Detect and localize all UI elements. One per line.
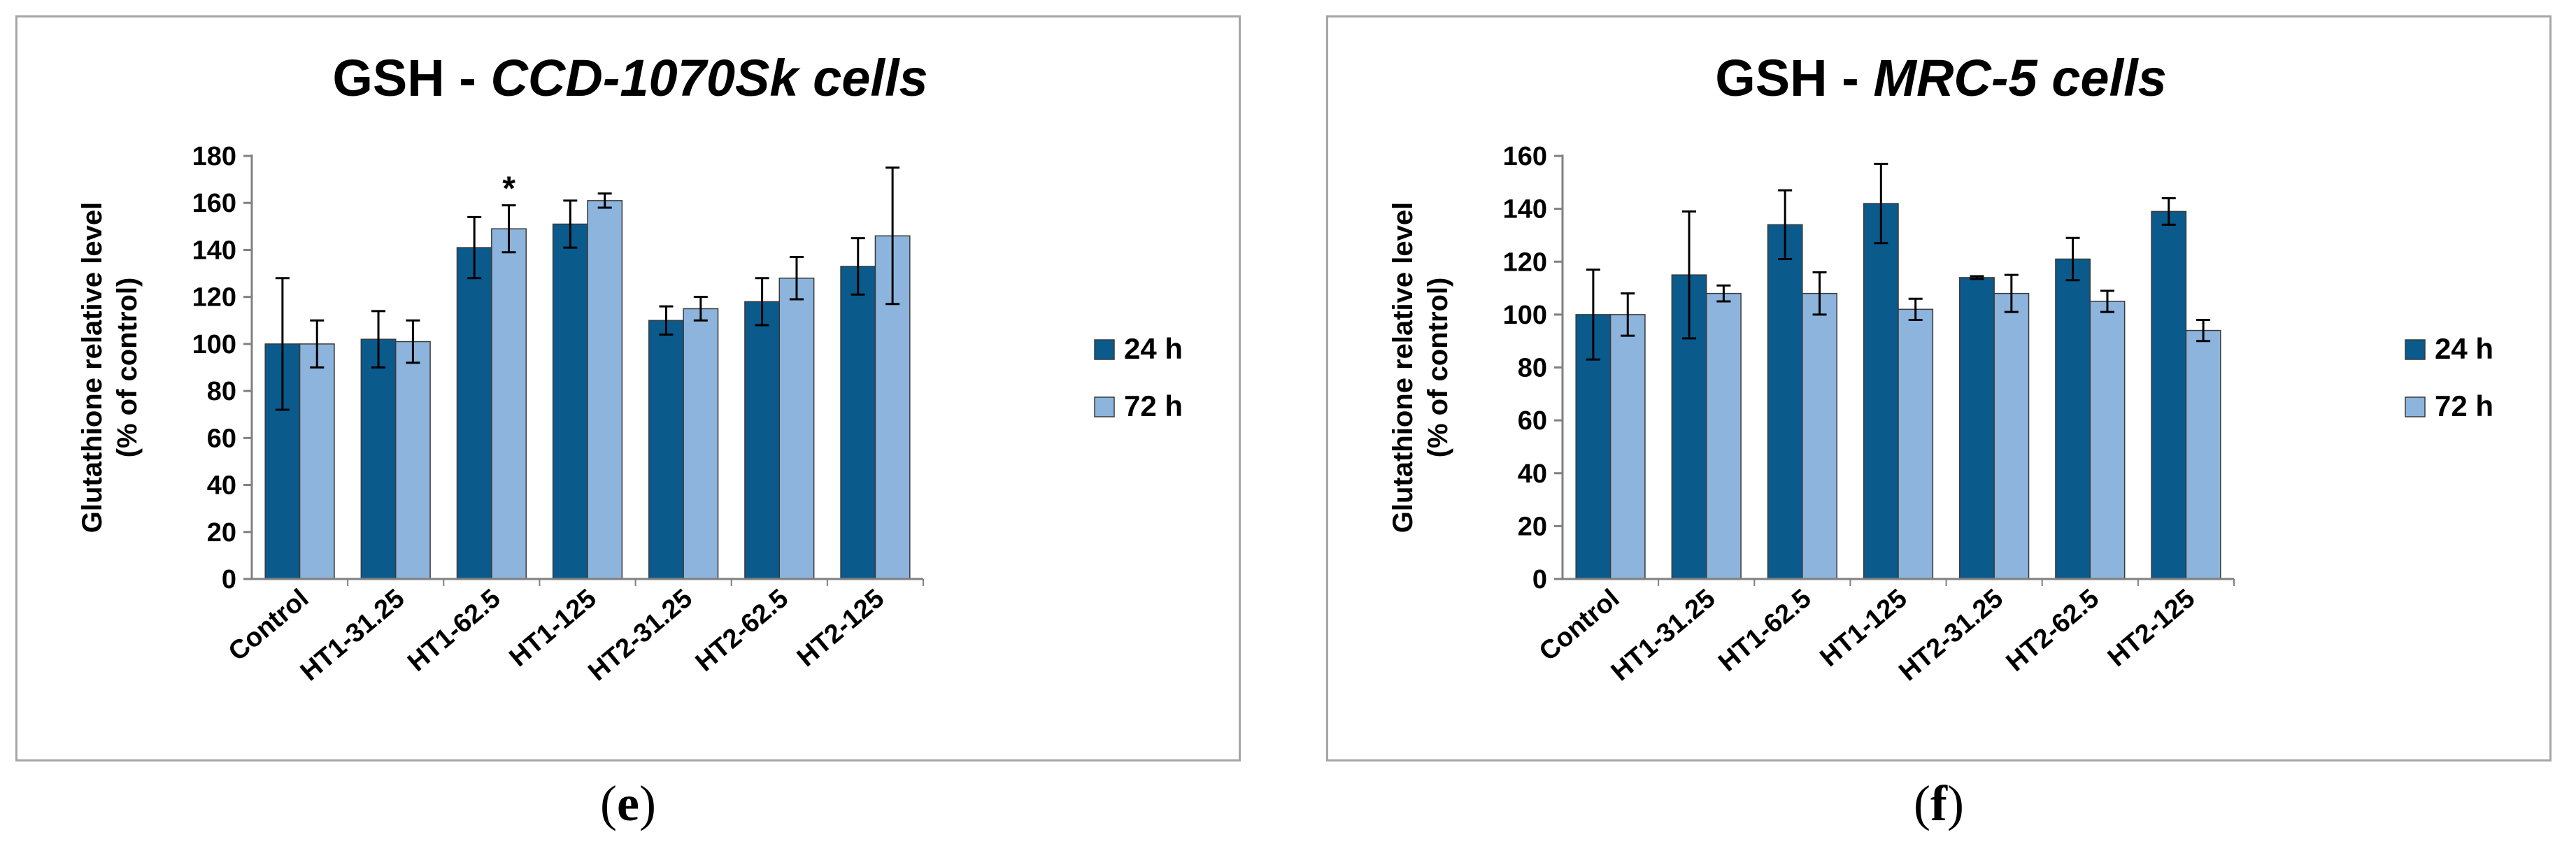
y-axis-title-line2: (% of control)	[112, 278, 143, 458]
y-tick-label: 120	[192, 283, 236, 313]
chart-title-italic: CCD-1070Sk cells	[490, 49, 927, 107]
chart-title-prefix: GSH -	[332, 49, 490, 107]
chart-e-svg: GSH - CCD-1070Sk cells Glutathione relati…	[77, 49, 1183, 687]
x-tick-label: HT2-62.5	[690, 584, 794, 678]
bar-24h-HT2-125	[2151, 210, 2187, 580]
y-tick-label: 0	[222, 565, 236, 594]
y-axis-title-line1: Glutathione relative level	[77, 202, 108, 534]
chart-title-italic: MRC-5 cells	[1873, 49, 2166, 107]
y-tick-label: 80	[1518, 354, 1547, 383]
y-tick-label: 40	[207, 471, 236, 501]
legend-label-24h: 24 h	[1124, 332, 1183, 365]
x-tick-label: Control	[1534, 584, 1625, 667]
legend-swatch-72h	[2405, 396, 2426, 417]
bar-24h-HT1-125	[552, 223, 588, 580]
y-tick-label: 120	[1503, 248, 1547, 277]
y-tick-label: 0	[1532, 565, 1547, 594]
bar-72h-HT1-125	[1898, 308, 1934, 580]
x-tick-label: HT1-125	[504, 584, 602, 673]
x-tick-label: HT2-31.25	[1893, 584, 2009, 687]
x-tick-label: HT2-125	[792, 584, 890, 673]
legend-swatch-24h	[2405, 339, 2426, 360]
bar-72h-HT2-125	[2185, 329, 2221, 580]
chart-panel-e: GSH - CCD-1070Sk cells Glutathione relati…	[15, 15, 1241, 761]
y-tick-label: 160	[192, 189, 236, 218]
y-tick-label: 40	[1518, 459, 1547, 489]
bar-72h-HT2-31.25	[683, 308, 719, 580]
y-tick-label: 20	[207, 518, 236, 548]
y-tick-label: 60	[207, 424, 236, 453]
y-tick-label: 80	[207, 377, 236, 406]
chart-title: GSH - MRC-5 cells	[1715, 49, 2167, 107]
x-tick-label: HT2-125	[2102, 584, 2200, 673]
bar-72h-Control	[1609, 314, 1646, 580]
y-tick-label: 20	[1518, 512, 1547, 541]
bar-72h-HT1-31.25	[394, 341, 431, 580]
y-tick-label: 60	[1518, 406, 1547, 436]
bar-72h-HT1-62.5	[491, 228, 527, 580]
x-tick-label: HT1-62.5	[402, 584, 506, 678]
bar-72h-HT2-31.25	[1993, 292, 2030, 580]
legend-label-72h: 72 h	[1124, 389, 1183, 422]
legend-swatch-24h	[1094, 339, 1115, 360]
bar-24h-HT2-31.25	[1959, 277, 1995, 580]
y-tick-label: 100	[1503, 301, 1547, 330]
x-tick-label: HT1-31.25	[295, 584, 411, 687]
bar-24h-HT2-31.25	[648, 320, 684, 580]
panel-label-f: (f)	[1914, 775, 1964, 831]
chart-title-prefix: GSH -	[1715, 49, 1873, 107]
y-tick-label: 160	[1503, 142, 1547, 171]
bar-72h-Control	[299, 343, 335, 580]
legend-label-72h: 72 h	[2435, 389, 2493, 422]
bar-72h-HT1-125	[587, 200, 623, 580]
chart-f-svg: GSH - MRC-5 cells Glutathione relative le…	[1388, 49, 2493, 687]
y-tick-label: 100	[192, 330, 236, 359]
y-tick-label: 180	[192, 142, 236, 171]
legend-swatch-72h	[1094, 396, 1115, 417]
bar-72h-HT1-31.25	[1705, 292, 1742, 580]
chart-panel-f: GSH - MRC-5 cells Glutathione relative le…	[1326, 15, 2552, 761]
chart-title: GSH - CCD-1070Sk cells	[332, 49, 927, 107]
significance-marker: *	[502, 171, 515, 208]
bar-24h-HT1-125	[1863, 203, 1899, 580]
y-axis-title-line1: Glutathione relative level	[1388, 202, 1418, 534]
bar-24h-HT1-62.5	[456, 247, 492, 580]
bar-24h-HT1-62.5	[1767, 224, 1803, 580]
x-tick-label: HT1-31.25	[1606, 584, 1721, 687]
bar-24h-HT2-125	[840, 266, 876, 580]
bar-72h-HT1-62.5	[1802, 292, 1837, 580]
bar-72h-HT2-62.5	[2089, 301, 2126, 580]
x-tick-label: Control	[223, 584, 314, 667]
panel-label-e: (e)	[600, 775, 656, 831]
x-tick-label: HT1-62.5	[1713, 584, 1816, 678]
x-tick-label: HT2-62.5	[2001, 584, 2105, 678]
legend-label-24h: 24 h	[2435, 332, 2493, 365]
bar-24h-HT1-31.25	[360, 338, 397, 580]
y-tick-label: 140	[1503, 195, 1547, 224]
bar-24h-HT2-62.5	[744, 301, 781, 580]
y-axis-title-line2: (% of control)	[1423, 278, 1453, 458]
bar-72h-HT2-62.5	[778, 278, 815, 580]
x-tick-label: HT2-31.25	[583, 584, 698, 687]
x-tick-label: HT1-125	[1815, 584, 1913, 673]
bar-24h-HT2-62.5	[2055, 258, 2091, 580]
y-tick-label: 140	[192, 236, 236, 265]
